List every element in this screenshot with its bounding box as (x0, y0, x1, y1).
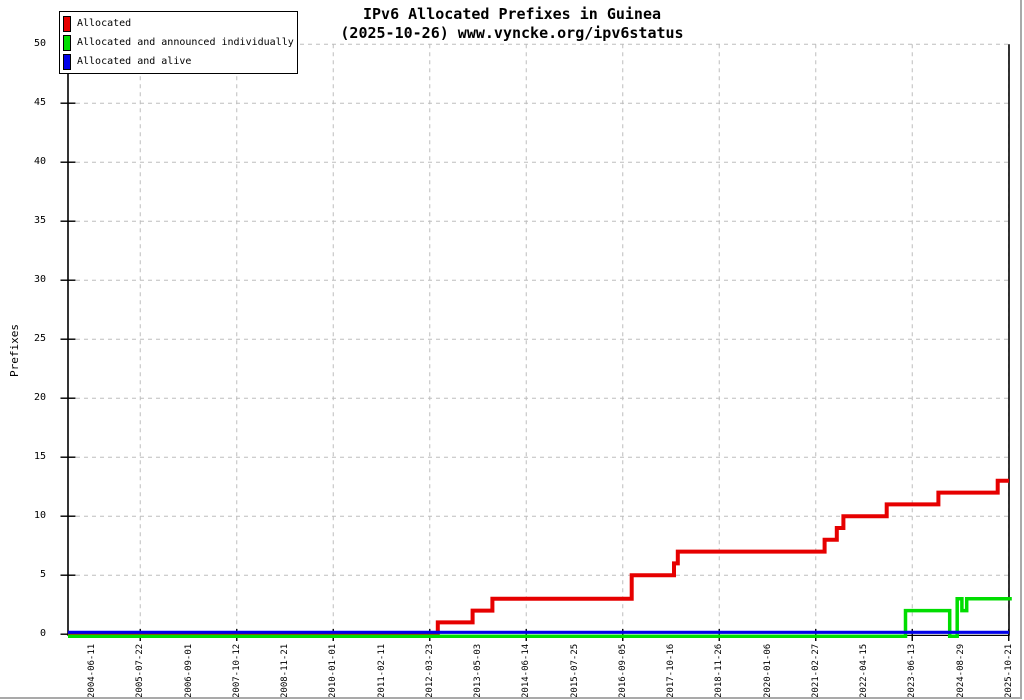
x-tick-label: 2011-02-11 (376, 643, 387, 698)
legend-item-allocated: Allocated (60, 14, 297, 33)
x-tick-label: 2004-06-11 (87, 643, 97, 698)
x-tick-label: 2021-02-27 (810, 643, 821, 698)
x-tick-label: 2007-10-12 (231, 643, 242, 698)
y-tick-label: 15 (33, 451, 46, 463)
y-tick-label: 20 (33, 392, 46, 404)
y-tick-label: 30 (33, 274, 46, 286)
legend-label-alive: Allocated and alive (77, 56, 192, 67)
image-right-border (1020, 0, 1022, 699)
y-tick-label: 45 (33, 97, 46, 109)
chart-title: IPv6 Allocated Prefixes in Guinea (362, 5, 661, 23)
legend-swatch-announced (63, 34, 71, 51)
x-tick-label: 2025-10-21 (1003, 643, 1014, 698)
y-tick-label: 10 (33, 510, 46, 522)
chart-subtitle: (2025-10-26) www.vyncke.org/ipv6status (340, 24, 684, 42)
x-tick-label: 2008-11-21 (280, 643, 290, 698)
x-tick-label: 2015-07-25 (569, 643, 580, 698)
y-tick-label: 5 (39, 569, 46, 581)
x-tick-label: 2024-08-29 (955, 643, 966, 698)
x-tick-label: 2013-05-03 (473, 643, 483, 698)
x-tick-label: 2016-09-05 (617, 643, 628, 698)
x-tick-label: 2005-07-22 (135, 643, 146, 698)
legend-label-allocated: Allocated (77, 18, 132, 29)
legend: Allocated Allocated and announced indivi… (59, 11, 298, 74)
x-tick-label: 2006-09-01 (183, 643, 194, 698)
x-tick-label: 2023-06-13 (907, 643, 918, 698)
y-tick-label: 35 (33, 215, 46, 227)
x-tick-label: 2014-06-14 (521, 643, 532, 698)
x-tick-label: 2010-01-01 (328, 643, 339, 698)
legend-item-alive: Allocated and alive (60, 52, 297, 71)
y-tick-label: 0 (39, 628, 46, 640)
y-tick-label: 50 (33, 38, 46, 50)
legend-swatch-alive (63, 53, 71, 70)
image-bottom-border (0, 697, 1022, 699)
legend-item-announced: Allocated and announced individually (60, 33, 297, 52)
legend-swatch-allocated (63, 15, 71, 32)
y-tick-label: 25 (33, 333, 46, 345)
legend-label-announced: Allocated and announced individually (77, 37, 294, 48)
x-tick-label: 2017-10-16 (666, 643, 676, 698)
y-tick-label: 40 (33, 156, 46, 168)
x-tick-label: 2022-04-15 (859, 643, 869, 698)
x-tick-label: 2012-03-23 (424, 643, 435, 698)
y-axis-title: Prefixes (8, 324, 21, 377)
x-tick-label: 2018-11-26 (714, 643, 725, 698)
x-tick-label: 2020-01-06 (762, 643, 773, 698)
